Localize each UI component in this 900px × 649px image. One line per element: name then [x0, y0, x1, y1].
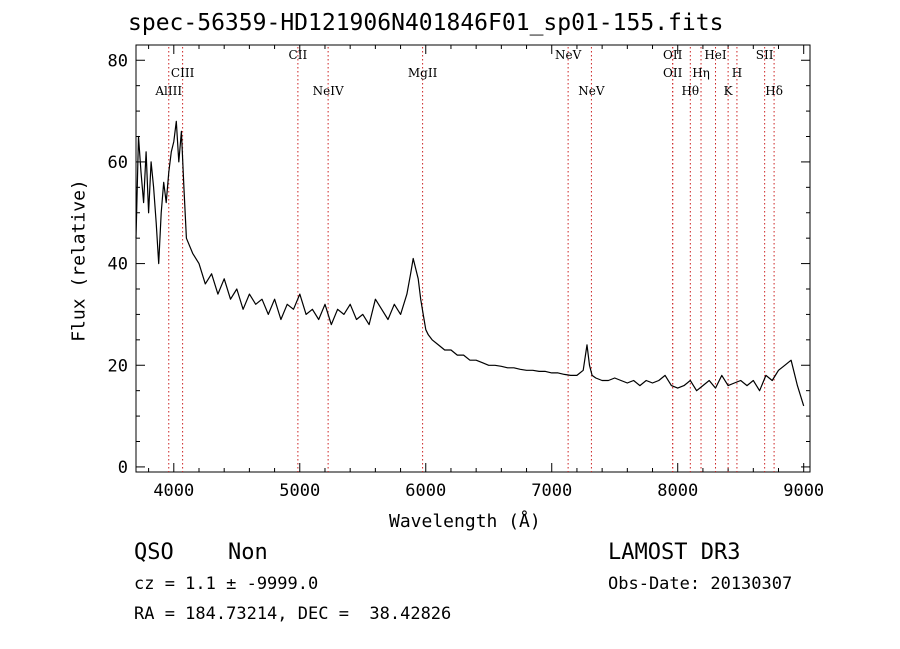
- chart-title: spec-56359-HD121906N401846F01_sp01-155.f…: [128, 10, 724, 36]
- observation-date: Obs-Date: 20130307: [608, 574, 793, 594]
- object-class: QSO: [134, 540, 174, 565]
- y-tick-label: 0: [118, 458, 128, 478]
- x-axis-label: Wavelength (Å): [389, 511, 541, 532]
- spectral-line-label: NeV: [555, 48, 582, 62]
- spectral-line-label: CII: [289, 48, 308, 62]
- redshift-cz: cz = 1.1 ± -9999.0: [134, 574, 319, 594]
- spectral-line-label: H: [732, 66, 742, 80]
- y-tick-label: 40: [108, 255, 128, 275]
- coordinates: RA = 184.73214, DEC = 38.42826: [134, 604, 452, 624]
- x-tick-label: 5000: [279, 481, 320, 501]
- spectral-line-label: Hη: [692, 66, 710, 80]
- spectral-line-label: Hθ: [681, 84, 699, 98]
- spectral-line-label: MgII: [408, 66, 438, 80]
- spectral-line-label: SII: [756, 48, 774, 62]
- spectrum-line: [135, 120, 805, 407]
- spectral-line-label: CIII: [171, 66, 195, 80]
- x-tick-label: 4000: [153, 481, 194, 501]
- plot-frame: [135, 44, 811, 473]
- x-tick-label: 8000: [657, 481, 698, 501]
- spectral-line-label: NeV: [578, 84, 605, 98]
- spectral-line-label: HeI: [704, 48, 727, 62]
- x-tick-label: 9000: [783, 481, 824, 501]
- x-tick-label: 7000: [531, 481, 572, 501]
- spectral-line-label: OII: [663, 66, 683, 80]
- spectral-line-label: K: [724, 84, 734, 98]
- y-tick-label: 80: [108, 51, 128, 71]
- spectral-line-label: AlIII: [154, 84, 182, 98]
- spectral-line-label: OII: [663, 48, 683, 62]
- y-tick-label: 20: [108, 356, 128, 376]
- survey-name: LAMOST DR3: [608, 540, 741, 565]
- spectral-line-label: NeIV: [313, 84, 344, 98]
- object-subclass: Non: [228, 540, 268, 565]
- x-tick-label: 6000: [405, 481, 446, 501]
- y-axis-label: Flux (relative): [68, 179, 90, 342]
- spectral-line-label: Hδ: [765, 84, 783, 98]
- y-tick-label: 60: [108, 153, 128, 173]
